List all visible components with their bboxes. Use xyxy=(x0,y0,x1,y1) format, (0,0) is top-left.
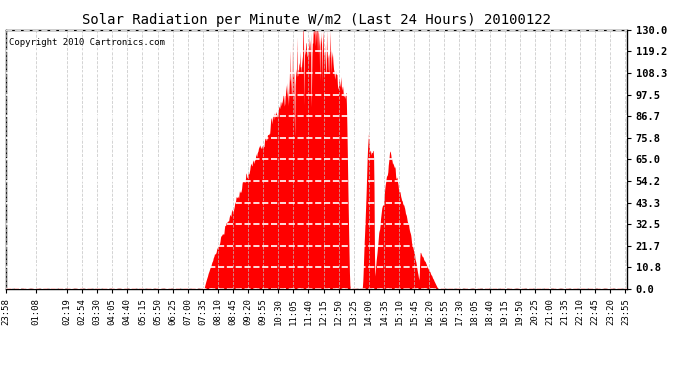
Text: Copyright 2010 Cartronics.com: Copyright 2010 Cartronics.com xyxy=(8,38,164,47)
Title: Solar Radiation per Minute W/m2 (Last 24 Hours) 20100122: Solar Radiation per Minute W/m2 (Last 24… xyxy=(81,13,551,27)
